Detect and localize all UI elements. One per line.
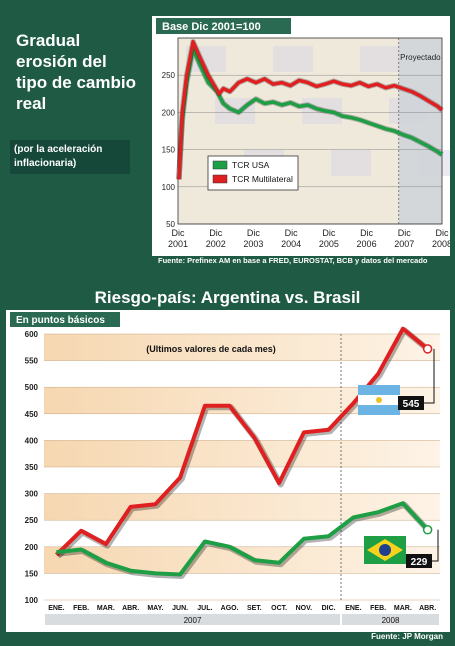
chart1-x-tick-label: Dic xyxy=(436,228,449,238)
chart2-x-tick-label: FEB. xyxy=(73,605,89,612)
chart1-y-tick-label: 50 xyxy=(166,220,175,229)
chart2-x-tick-label: JUL. xyxy=(197,605,212,612)
chart1-x-tick-year: 2007 xyxy=(394,239,414,249)
chart1-x-tick-year: 2003 xyxy=(243,239,263,249)
chart2-y-tick-label: 400 xyxy=(25,436,39,445)
chart1-legend-swatch xyxy=(212,174,228,184)
chart1-plot-border xyxy=(177,37,443,225)
chart2-x-tick-label: DIC. xyxy=(322,605,336,612)
chart1-x-tick-year: 2004 xyxy=(281,239,301,249)
chart2-x-tick-label: AGO. xyxy=(221,605,239,612)
chart2-year-band xyxy=(45,614,340,625)
chart2-year-label: 2008 xyxy=(382,616,400,625)
chart1-series-line-tcr-multilateral xyxy=(177,39,444,180)
chart2-y-tick-label: 200 xyxy=(25,543,39,552)
chart2-x-tick-label: ABR. xyxy=(122,605,139,612)
chart1-x-tick-year: 2008 xyxy=(432,239,450,249)
chart2-band xyxy=(44,493,440,521)
chart1-y-tick-label: 200 xyxy=(162,108,176,117)
chart2-band xyxy=(44,334,440,361)
chart2-x-tick-label: MAY. xyxy=(147,605,163,612)
chart1-title-box xyxy=(156,18,291,34)
chart1-x-tick-label: Dic xyxy=(322,228,335,238)
chart1-x-tick-year: 2002 xyxy=(206,239,226,249)
chart1-legend-label: TCR USA xyxy=(232,160,270,170)
chart2-value-box-argentina xyxy=(398,396,424,410)
chart2-y-tick-label: 500 xyxy=(25,383,39,392)
top-chart-source: Fuente: Prefinex AM en base a FRED, EURO… xyxy=(158,256,428,265)
chart1-y-tick-label: 100 xyxy=(162,183,176,192)
chart2-year-label: 2007 xyxy=(184,616,202,625)
chart1-title: Base Dic 2001=100 xyxy=(162,21,261,33)
chart2-x-tick-label: NOV. xyxy=(296,605,313,612)
chart1-x-tick-label: Dic xyxy=(247,228,260,238)
chart2-band xyxy=(44,573,440,600)
chart2-y-tick-label: 250 xyxy=(25,516,39,525)
bottom-chart-title: Riesgo-país: Argentina vs. Brasil xyxy=(94,288,361,307)
chart2-x-tick-label: JUN. xyxy=(172,605,188,612)
chart2-x-tick-label: MAR. xyxy=(394,605,412,612)
chart2-x-tick-label: SET. xyxy=(247,605,262,612)
chart2-x-tick-label: FEB. xyxy=(370,605,386,612)
chart1-series-line-tcr-usa xyxy=(177,47,444,180)
top-chart-title: Gradual erosión del tipo de cambio real xyxy=(16,31,136,113)
chart1-x-tick-year: 2006 xyxy=(357,239,377,249)
chart2-value-box-brasil xyxy=(406,554,432,568)
chart2-y-tick-label: 550 xyxy=(25,357,39,366)
exchange-rate-chart-svg: Base Dic 2001=100 Proyectado 50 100 150 200 25… xyxy=(152,16,455,256)
chart1-legend-swatch xyxy=(212,160,228,170)
chart2-title: En puntos básicos xyxy=(16,315,105,326)
chart1-decor-note xyxy=(360,46,400,72)
chart1-x-tick-label: Dic xyxy=(360,228,373,238)
chart2-y-tick-label: 600 xyxy=(25,330,39,339)
chart2-y-tick-label: 300 xyxy=(25,490,39,499)
chart1-projected-band xyxy=(398,38,442,224)
chart2-annotation: (Ultimos valores de cada mes) xyxy=(146,344,276,354)
chart1-x-tick-year: 2001 xyxy=(168,239,188,249)
chart2-value-leader-argentina xyxy=(424,348,435,404)
argentina-flag-stripe xyxy=(358,405,400,415)
chart1-y-tick-label: 250 xyxy=(162,71,176,80)
chart2-x-tick-label: ENE. xyxy=(345,605,361,612)
chart2-x-tick-label: ABR. xyxy=(419,605,436,612)
chart2-series-endpoint xyxy=(422,525,433,535)
country-risk-chart: En puntos básicos 100 150 200 250 300 350 400 45… xyxy=(6,310,450,632)
chart2-x-tick-label: OCT. xyxy=(271,605,287,612)
chart2-value-leader-brasil xyxy=(432,529,439,562)
chart1-x-tick-label: Dic xyxy=(398,228,411,238)
chart2-x-tick-label: MAR. xyxy=(97,605,115,612)
chart1-projected-label: Proyectado xyxy=(400,53,441,62)
chart1-legend-label: TCR Multilateral xyxy=(232,174,293,184)
chart2-band xyxy=(44,440,440,467)
chart2-y-tick-label: 450 xyxy=(25,410,39,419)
chart2-y-tick-label: 350 xyxy=(25,463,39,472)
country-risk-chart-svg: En puntos básicos 100 150 200 250 300 350 400 45… xyxy=(6,310,450,632)
chart2-series-line-brasil xyxy=(56,501,430,577)
chart2-value-label-brasil: 229 xyxy=(411,557,428,568)
chart1-x-tick-label: Dic xyxy=(209,228,222,238)
chart2-title-box xyxy=(10,312,120,327)
chart1-x-tick-year: 2005 xyxy=(319,239,339,249)
chart1-decor-note xyxy=(331,150,371,176)
chart2-value-label-argentina: 545 xyxy=(403,399,420,410)
chart2-band xyxy=(44,467,440,494)
chart2-band xyxy=(44,413,440,441)
argentina-flag-sun xyxy=(376,397,382,403)
chart1-x-tick-label: Dic xyxy=(285,228,298,238)
chart2-x-tick-label: ENE. xyxy=(48,605,64,612)
exchange-rate-chart: Base Dic 2001=100 Proyectado 50 100 150 200 25… xyxy=(152,16,455,256)
chart1-x-tick-label: Dic xyxy=(172,228,185,238)
chart2-band xyxy=(44,360,440,388)
chart2-y-tick-label: 150 xyxy=(25,569,39,578)
chart2-year-band xyxy=(342,614,439,625)
bottom-chart-source: Fuente: JP Morgan xyxy=(371,632,443,641)
brasil-flag-globe xyxy=(379,544,391,556)
chart1-y-tick-label: 150 xyxy=(162,146,176,155)
chart2-y-tick-label: 100 xyxy=(25,596,39,605)
argentina-flag-stripe xyxy=(358,385,400,395)
chart2-series-endpoint xyxy=(422,344,433,354)
top-chart-subtitle: (por la aceleración inflacionaria) xyxy=(10,140,130,174)
chart1-decor-note xyxy=(273,46,313,72)
